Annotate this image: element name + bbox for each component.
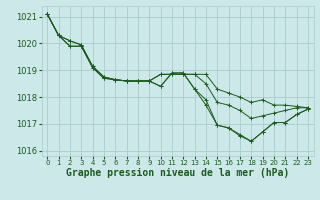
X-axis label: Graphe pression niveau de la mer (hPa): Graphe pression niveau de la mer (hPa) [66,168,289,178]
